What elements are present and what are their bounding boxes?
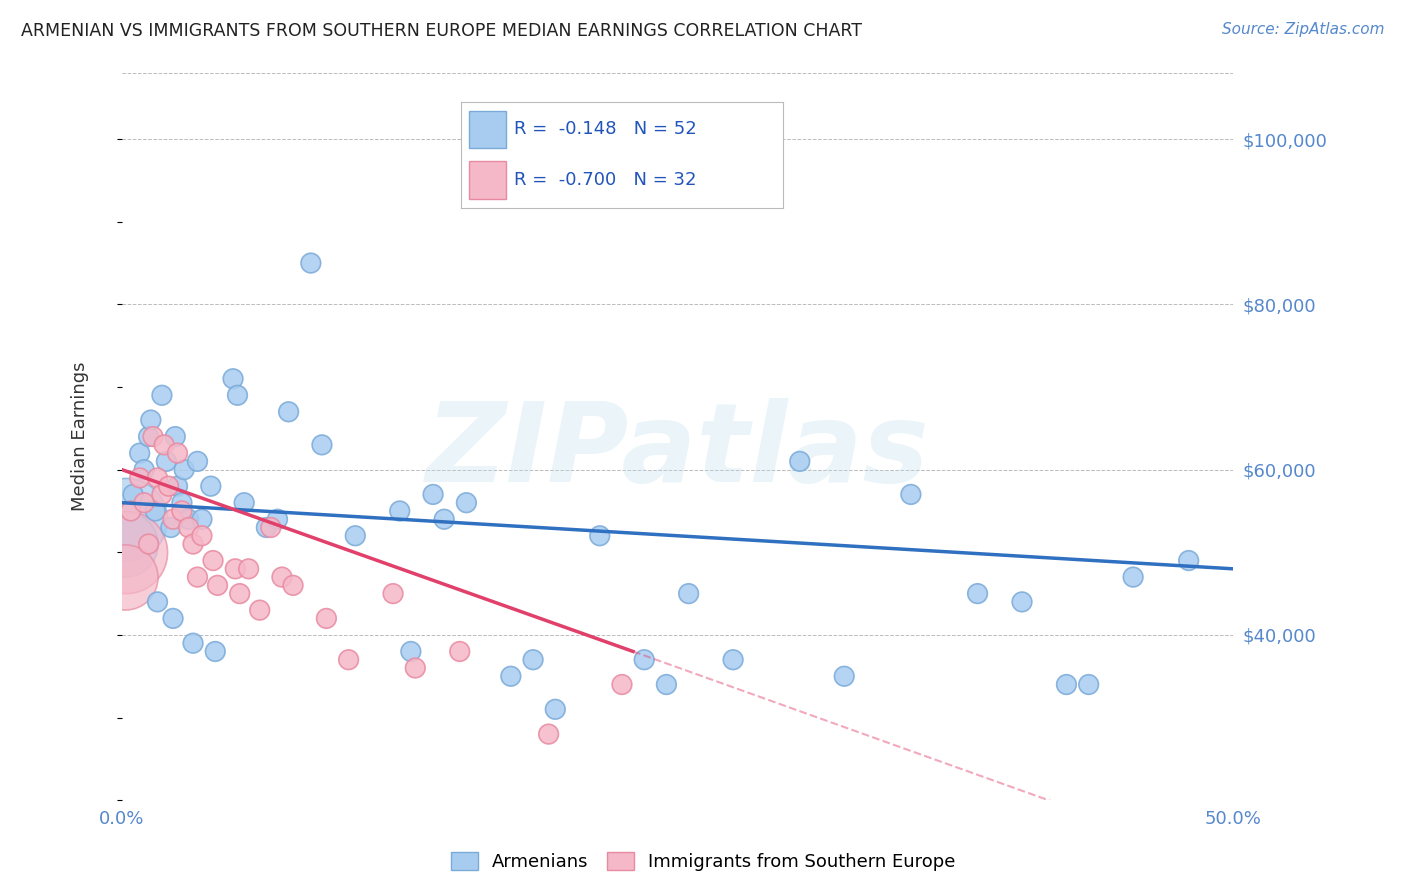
Point bbox=[449, 644, 471, 658]
Point bbox=[399, 644, 422, 658]
Point bbox=[721, 653, 744, 667]
Point bbox=[173, 463, 195, 477]
Text: ARMENIAN VS IMMIGRANTS FROM SOUTHERN EUROPE MEDIAN EARNINGS CORRELATION CHART: ARMENIAN VS IMMIGRANTS FROM SOUTHERN EUR… bbox=[21, 22, 862, 40]
Point bbox=[157, 479, 180, 493]
Point bbox=[1077, 677, 1099, 691]
Point bbox=[433, 512, 456, 526]
Point bbox=[139, 413, 162, 427]
Point bbox=[202, 553, 225, 567]
Point bbox=[404, 661, 426, 675]
Point bbox=[143, 504, 166, 518]
Point bbox=[186, 454, 208, 468]
Y-axis label: Median Earnings: Median Earnings bbox=[70, 362, 89, 511]
Point bbox=[170, 504, 193, 518]
Point bbox=[254, 520, 277, 534]
Point bbox=[142, 429, 165, 443]
Point bbox=[311, 438, 333, 452]
Point bbox=[537, 727, 560, 741]
Point bbox=[678, 586, 700, 600]
Point bbox=[115, 512, 138, 526]
Point bbox=[388, 504, 411, 518]
Point bbox=[150, 388, 173, 402]
Point bbox=[260, 520, 283, 534]
Point bbox=[191, 512, 214, 526]
Point bbox=[153, 438, 176, 452]
Point bbox=[238, 562, 260, 576]
Point bbox=[344, 529, 367, 543]
Point bbox=[277, 405, 299, 419]
Point bbox=[191, 529, 214, 543]
Legend: Armenians, Immigrants from Southern Europe: Armenians, Immigrants from Southern Euro… bbox=[443, 845, 963, 879]
Point bbox=[146, 471, 169, 485]
Point bbox=[226, 388, 249, 402]
Point bbox=[499, 669, 522, 683]
Point bbox=[456, 496, 478, 510]
Point bbox=[1056, 677, 1078, 691]
Point bbox=[159, 520, 181, 534]
Text: Source: ZipAtlas.com: Source: ZipAtlas.com bbox=[1222, 22, 1385, 37]
Point bbox=[134, 463, 156, 477]
Point bbox=[138, 429, 160, 443]
Text: ZIPatlas: ZIPatlas bbox=[426, 398, 929, 505]
Point bbox=[166, 479, 188, 493]
Point bbox=[271, 570, 294, 584]
Point bbox=[589, 529, 612, 543]
Point bbox=[162, 512, 184, 526]
Point bbox=[900, 487, 922, 501]
Point bbox=[633, 653, 655, 667]
Point bbox=[832, 669, 855, 683]
Point bbox=[228, 586, 250, 600]
Point bbox=[204, 644, 226, 658]
Point bbox=[170, 496, 193, 510]
Point bbox=[315, 611, 337, 625]
Point bbox=[233, 496, 256, 510]
Point bbox=[165, 429, 187, 443]
Point bbox=[224, 562, 246, 576]
Point bbox=[128, 471, 150, 485]
Point bbox=[138, 537, 160, 551]
Point bbox=[177, 512, 200, 526]
Point bbox=[281, 578, 304, 592]
Point bbox=[207, 578, 229, 592]
Point bbox=[122, 487, 145, 501]
Point bbox=[162, 611, 184, 625]
Point bbox=[249, 603, 271, 617]
Point bbox=[114, 570, 136, 584]
Point bbox=[150, 487, 173, 501]
Point bbox=[114, 537, 136, 551]
Point bbox=[789, 454, 811, 468]
Point bbox=[610, 677, 633, 691]
Point bbox=[1122, 570, 1144, 584]
Point bbox=[120, 504, 142, 518]
Point bbox=[1011, 595, 1033, 609]
Point bbox=[177, 520, 200, 534]
Point bbox=[299, 256, 322, 270]
Point bbox=[337, 653, 360, 667]
Point bbox=[181, 537, 204, 551]
Point bbox=[522, 653, 544, 667]
Point bbox=[222, 372, 245, 386]
Point bbox=[655, 677, 678, 691]
Point bbox=[166, 446, 188, 460]
Point bbox=[966, 586, 988, 600]
Point bbox=[134, 496, 156, 510]
Point bbox=[128, 446, 150, 460]
Point bbox=[146, 595, 169, 609]
Point bbox=[186, 570, 208, 584]
Point bbox=[115, 545, 138, 559]
Point bbox=[422, 487, 444, 501]
Point bbox=[200, 479, 222, 493]
Point bbox=[1177, 553, 1199, 567]
Point bbox=[155, 454, 177, 468]
Point bbox=[544, 702, 567, 716]
Point bbox=[382, 586, 405, 600]
Point bbox=[181, 636, 204, 650]
Point bbox=[266, 512, 288, 526]
